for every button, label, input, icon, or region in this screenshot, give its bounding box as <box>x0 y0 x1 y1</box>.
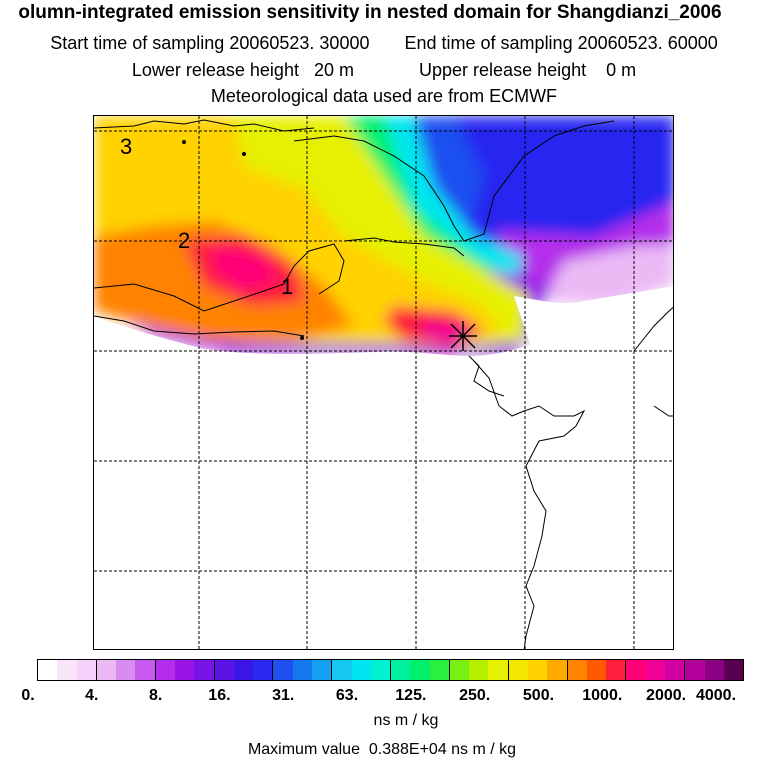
colorbar-segment <box>547 660 567 680</box>
contour-label-3: 3 <box>120 134 132 159</box>
island-marker <box>182 140 186 144</box>
island-marker <box>242 152 246 156</box>
map-gridlines <box>94 116 673 649</box>
colorbar-tick-label: 125. <box>395 687 427 704</box>
colorbar-segment <box>606 660 626 680</box>
colorbar-segment <box>272 660 293 680</box>
end-value: 20060523. 60000 <box>577 33 718 53</box>
colorbar-segment <box>370 660 391 680</box>
colorbar-segment <box>253 660 273 680</box>
colorbar-segment <box>154 660 175 680</box>
colorbar-segment <box>194 660 214 680</box>
sampling-times: Start time of sampling 20060523. 30000 E… <box>0 33 768 54</box>
island-marker <box>300 336 304 340</box>
colorbar-segment <box>76 660 96 680</box>
colorbar-segment <box>390 660 411 680</box>
colorbar-segment <box>213 660 234 680</box>
colorbar-segment <box>410 660 430 680</box>
colorbar-segment <box>174 660 195 680</box>
colorbar-segment <box>57 660 77 680</box>
colorbar-segment <box>233 660 254 680</box>
max-label: Maximum value <box>247 741 360 758</box>
star-icon <box>449 321 477 351</box>
map-panel: 3 2 1 <box>93 115 674 650</box>
lower-value: 20 m <box>313 60 354 80</box>
start-value: 20060523. 30000 <box>229 33 370 53</box>
colorbar-segment <box>469 660 489 680</box>
colorbar-segment <box>723 660 744 680</box>
lower-label: Lower release height <box>131 60 299 80</box>
colorbar-segment <box>429 660 449 680</box>
contour-label-1: 1 <box>281 274 293 299</box>
colorbar-tick-label: 16. <box>208 687 231 704</box>
plot-title: olumn-integrated emission sensitivity in… <box>18 2 722 23</box>
colorbar-segment <box>665 660 685 680</box>
colorbar-segment <box>684 660 705 680</box>
colorbar-tick-label: 0. <box>21 687 35 704</box>
colorbar-tick-label: 8. <box>148 687 163 704</box>
colorbar-tick-label: 63. <box>335 687 359 704</box>
release-heights: Lower release height 20 m Upper release … <box>0 60 768 81</box>
colorbar-tick-label: 1000. <box>582 687 623 704</box>
coastlines <box>94 119 673 649</box>
colorbar-segment <box>507 660 529 680</box>
colorbar-segment <box>95 660 117 680</box>
start-label: Start time of sampling <box>50 33 225 53</box>
colorbar-segment <box>135 660 155 680</box>
contour-label-2: 2 <box>178 228 190 253</box>
upper-label: Upper release height <box>419 60 587 80</box>
colorbar-segment <box>311 660 332 680</box>
maximum-value: Maximum value 0.388E+04 ns m / kg <box>0 741 766 759</box>
met-data-line: Meteorological data used are from ECMWF <box>210 86 558 106</box>
colorbar-segment <box>351 660 371 680</box>
colorbar-segment <box>488 660 508 680</box>
colorbar-tick-label: 2000. <box>646 687 687 704</box>
upper-value: 0 m <box>606 60 637 80</box>
colorbar-segment <box>331 660 352 680</box>
colorbar-segment <box>566 660 587 680</box>
colorbar-segment <box>528 660 548 680</box>
colorbar-tick-label: 250. <box>459 687 491 704</box>
colorbar-segment <box>586 660 607 680</box>
max-value: 0.388E+04 ns m / kg <box>368 741 517 758</box>
colorbar-segment <box>116 660 136 680</box>
colorbar-segment <box>704 660 724 680</box>
colorbar-segment <box>645 660 665 680</box>
sensitivity-map: 3 2 1 <box>94 116 673 649</box>
colorbar-tick-label: 4. <box>85 687 99 704</box>
colorbar-tick-label: 31. <box>272 687 295 704</box>
end-label: End time of sampling <box>404 33 573 53</box>
colorbar-tick-label: 4000. <box>695 687 737 704</box>
colorbar-segment <box>448 660 470 680</box>
colorbar-segment <box>625 660 646 680</box>
colorbar-unit: ns m / kg <box>373 712 439 729</box>
colorbar-tick-label: 500. <box>522 687 555 704</box>
colorbar-segment <box>38 660 58 680</box>
colorbar <box>37 659 744 681</box>
colorbar-segment <box>292 660 312 680</box>
